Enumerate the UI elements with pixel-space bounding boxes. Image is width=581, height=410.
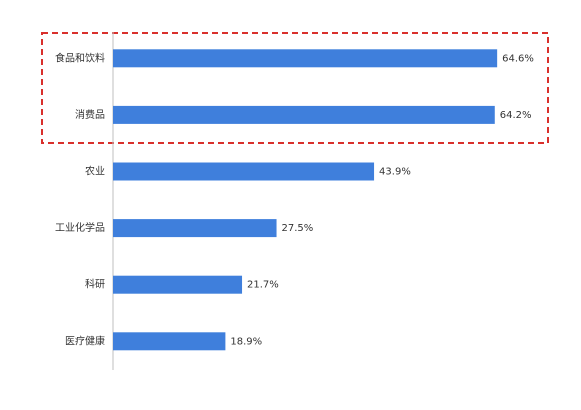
bar — [113, 275, 243, 294]
bar — [113, 105, 495, 124]
y-tick-label: 消费品 — [75, 108, 105, 121]
highlight-box — [41, 32, 549, 144]
value-label: 64.6% — [502, 53, 534, 64]
value-label: 21.7% — [247, 280, 279, 291]
y-tick-label: 科研 — [85, 278, 105, 291]
value-label: 27.5% — [282, 223, 314, 234]
bar — [113, 332, 226, 351]
bar — [113, 49, 498, 68]
bar — [113, 162, 375, 181]
value-label: 43.9% — [379, 167, 411, 178]
y-tick-label: 工业化学品 — [55, 221, 105, 234]
y-tick-label: 医疗健康 — [65, 334, 105, 347]
bar — [113, 219, 277, 238]
value-label: 18.9% — [230, 336, 262, 347]
y-tick-label: 农业 — [85, 165, 105, 178]
y-tick-label: 食品和饮料 — [55, 51, 105, 64]
value-label: 64.2% — [500, 110, 532, 121]
